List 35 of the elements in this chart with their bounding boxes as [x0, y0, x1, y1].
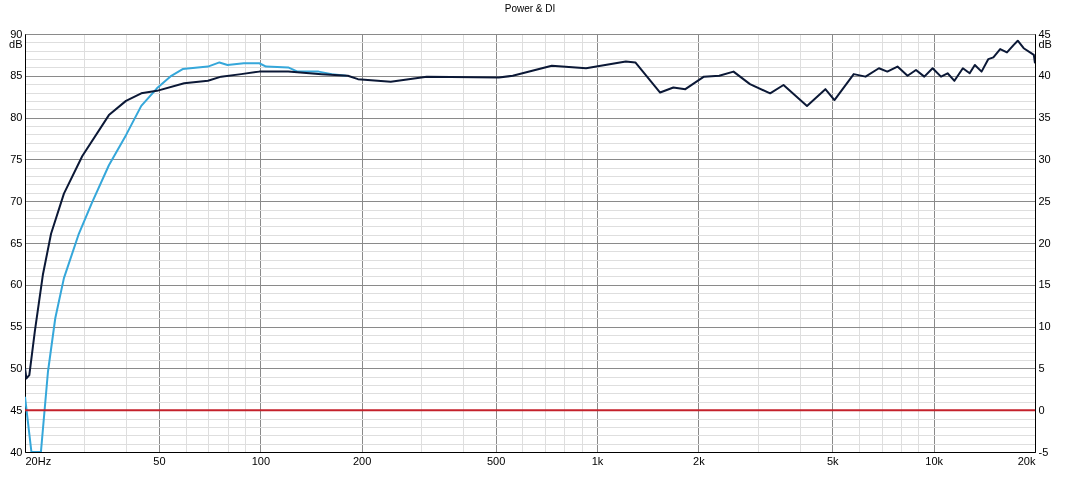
x-tick-label: 10k: [925, 454, 944, 467]
x-tick-label: 20Hz: [25, 454, 52, 467]
y2-tick-label: 35: [1038, 111, 1051, 124]
y2-tick-label: 15: [1038, 278, 1051, 291]
y2-tick-label: -5: [1038, 445, 1049, 458]
y-tick-label: 90: [10, 27, 23, 40]
y-axis-title: dB: [9, 37, 23, 50]
y2-tick-label: 20: [1038, 236, 1051, 249]
x-tick-label: 200: [352, 454, 372, 467]
y2-tick-label: 0: [1038, 403, 1045, 416]
y-tick-label: 45: [10, 403, 23, 416]
y2-tick-label: 10: [1038, 320, 1051, 333]
y2-tick-label: 40: [1038, 69, 1051, 82]
x-tick-label: 100: [251, 454, 270, 467]
x-tick-label: 20k: [1017, 454, 1036, 467]
y-tick-label: 70: [10, 194, 23, 207]
y-tick-label: 75: [10, 152, 23, 165]
y2-tick-label: 45: [1038, 27, 1051, 40]
y-tick-label: 85: [10, 69, 23, 82]
y-tick-label: 40: [10, 445, 23, 458]
y-tick-label: 55: [10, 320, 23, 333]
y-tick-label: 80: [10, 111, 23, 124]
y2-axis-title: dB: [1038, 37, 1052, 50]
x-tick-label: 1k: [591, 454, 604, 467]
x-tick-label: 2k: [693, 454, 706, 467]
y2-tick-label: 30: [1038, 152, 1051, 165]
x-tick-label: 5k: [826, 454, 840, 467]
y2-tick-label: 25: [1038, 194, 1051, 207]
y-tick-label: 50: [10, 361, 23, 374]
x-tick-label: 50: [153, 454, 166, 467]
y-tick-label: 65: [10, 236, 23, 249]
chart-title: Power & DI: [504, 3, 556, 14]
y-tick-label: 60: [10, 278, 23, 291]
y2-tick-label: 5: [1038, 361, 1045, 374]
x-tick-label: 500: [486, 454, 506, 467]
